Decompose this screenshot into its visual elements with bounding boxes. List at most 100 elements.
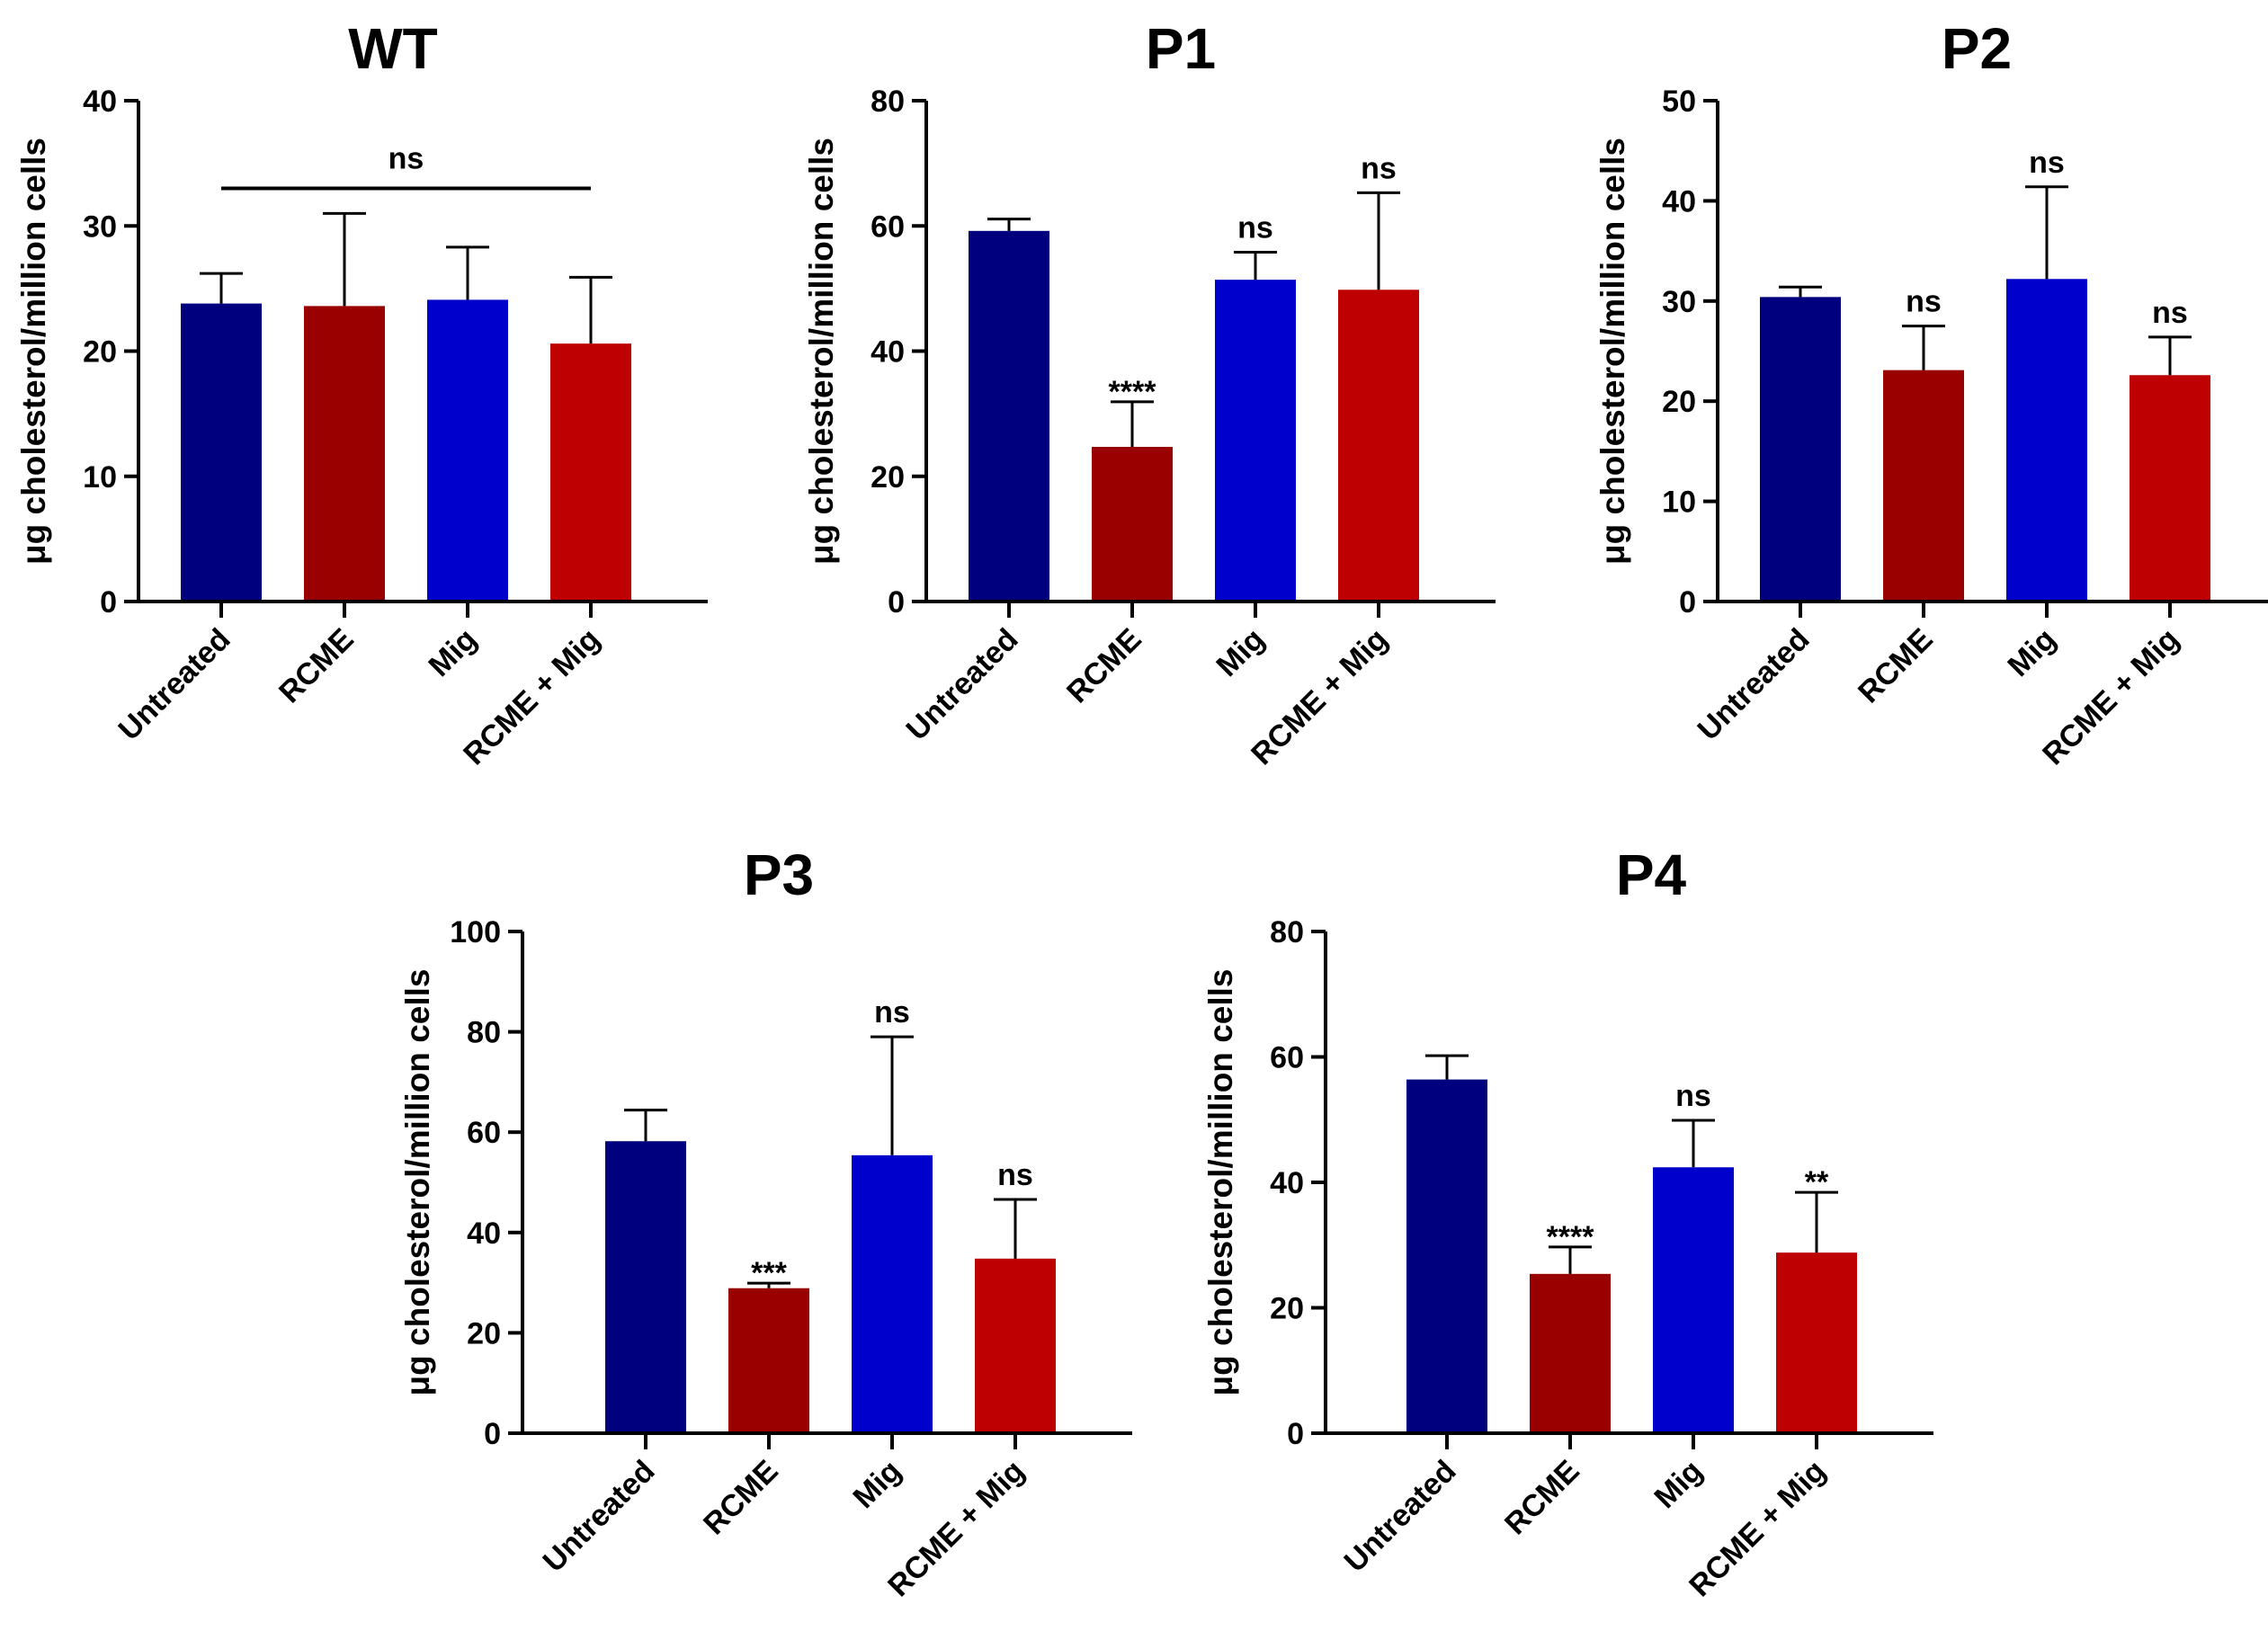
- bar-rcme-mig: [1776, 1252, 1857, 1433]
- significance-label: ****: [1109, 375, 1157, 409]
- error-bar-rcme-mig: [994, 1198, 1037, 1259]
- y-tick-label: 0: [100, 585, 117, 619]
- x-category-label-untreated: Untreated: [537, 1454, 662, 1579]
- bar-untreated: [1406, 1079, 1487, 1433]
- y-tick-label: 30: [83, 209, 117, 244]
- significance-label: ns: [1675, 1079, 1711, 1113]
- x-category-label-mig: Mig: [422, 622, 483, 683]
- bar-mig: [1215, 280, 1296, 602]
- y-tick-label: 20: [1662, 385, 1696, 419]
- chart-title: WT: [348, 16, 438, 81]
- y-tick-label: 0: [484, 1417, 501, 1451]
- bar-rcme: [1530, 1273, 1611, 1433]
- chart-title: P4: [1616, 842, 1687, 907]
- error-bar-mig: [1234, 250, 1277, 281]
- y-axis-label: μg cholesterol/million cells: [1202, 969, 1239, 1396]
- y-tick-label: 40: [1662, 184, 1696, 218]
- y-tick-label: 10: [83, 460, 117, 495]
- x-category-label-untreated: Untreated: [112, 622, 237, 747]
- panel-p3: P3 μg cholesterol/million cells *** ns ns 0 20…: [399, 842, 1132, 1603]
- error-bar-mig: [2025, 185, 2068, 280]
- significance-label: ***: [751, 1256, 787, 1290]
- panel-p4: P4 μg cholesterol/million cells **** ns ** 0 2…: [1202, 842, 1933, 1603]
- significance-label: ns: [2029, 146, 2065, 180]
- bar-mig: [1653, 1167, 1734, 1433]
- y-tick-label: 0: [1679, 585, 1696, 619]
- y-axis-label: μg cholesterol/million cells: [1594, 138, 1631, 565]
- y-tick-label: 50: [1662, 85, 1696, 119]
- y-tick-label: 100: [450, 915, 501, 949]
- error-bar-untreated: [1779, 285, 1822, 298]
- error-bar-rcme: [1902, 325, 1945, 370]
- significance-label: ns: [2152, 296, 2188, 330]
- bar-untreated: [969, 230, 1049, 602]
- error-bar-rcme: [323, 211, 366, 307]
- y-axis-label: μg cholesterol/million cells: [15, 138, 52, 565]
- x-category-label-untreated: Untreated: [900, 622, 1025, 747]
- x-category-label-rcme: RCME: [1498, 1454, 1586, 1542]
- x-category-label-untreated: Untreated: [1692, 622, 1817, 747]
- bracket-label: ns: [388, 141, 424, 175]
- chart-title: P2: [1942, 16, 2012, 81]
- bar-mig: [2006, 279, 2087, 602]
- error-bar-untreated: [624, 1109, 667, 1142]
- y-tick-label: 80: [871, 85, 905, 119]
- y-tick-label: 80: [1270, 915, 1304, 949]
- bar-rcme: [304, 306, 385, 602]
- error-bar-rcme-mig: [1357, 191, 1400, 290]
- x-category-label-rcme: RCME: [1060, 622, 1148, 710]
- y-tick-label: 20: [467, 1316, 501, 1350]
- significance-label: ns: [874, 995, 910, 1029]
- x-category-label-mig: Mig: [1210, 622, 1271, 683]
- bar-rcme-mig: [2130, 375, 2210, 602]
- significance-label: ns: [1361, 151, 1397, 185]
- x-category-label-mig: Mig: [2001, 622, 2062, 683]
- bar-mig: [852, 1154, 933, 1433]
- error-bar-untreated: [200, 272, 243, 304]
- panel-p1: P1 μg cholesterol/million cells **** ns ns 0 2…: [803, 16, 1496, 771]
- bar-rcme-mig: [1338, 290, 1419, 602]
- bar-rcme-mig: [550, 343, 631, 602]
- y-tick-label: 0: [888, 585, 905, 619]
- y-tick-label: 80: [467, 1016, 501, 1050]
- error-bar-mig: [871, 1035, 914, 1155]
- bar-rcme: [1092, 447, 1173, 602]
- y-tick-label: 0: [1287, 1417, 1304, 1451]
- chart-title: P3: [744, 842, 814, 907]
- error-bar-rcme: [1549, 1245, 1592, 1274]
- x-category-label-rcme: RCME: [697, 1454, 785, 1542]
- y-tick-label: 10: [1662, 486, 1696, 520]
- y-tick-label: 40: [1270, 1166, 1304, 1200]
- bar-rcme-mig: [975, 1258, 1056, 1433]
- x-category-label-mig: Mig: [846, 1454, 907, 1515]
- error-bar-rcme: [1111, 400, 1154, 448]
- x-category-label-rcme: RCME: [272, 622, 361, 710]
- panel-wt: WT μg cholesterol/million cells ns 0 10 20 30 4…: [15, 16, 708, 771]
- bar-untreated: [605, 1141, 686, 1433]
- bar-untreated: [181, 303, 262, 602]
- error-bar-untreated: [987, 218, 1031, 231]
- error-bar-rcme-mig: [569, 275, 612, 344]
- significance-label: ns: [997, 1158, 1033, 1192]
- y-tick-label: 40: [83, 85, 117, 119]
- significance-label: ns: [1906, 285, 1942, 319]
- bar-untreated: [1760, 297, 1841, 602]
- error-bar-rcme: [747, 1281, 790, 1288]
- y-axis-label: μg cholesterol/million cells: [803, 138, 840, 565]
- y-tick-label: 20: [871, 460, 905, 495]
- y-tick-label: 60: [467, 1116, 501, 1150]
- bar-rcme: [1883, 370, 1964, 602]
- y-tick-label: 40: [871, 335, 905, 370]
- error-bar-mig: [446, 245, 489, 300]
- significance-label: ****: [1547, 1220, 1595, 1254]
- bar-rcme: [728, 1288, 809, 1433]
- significance-label: ns: [1237, 210, 1273, 245]
- bar-mig: [427, 299, 508, 602]
- error-bar-rcme-mig: [1795, 1190, 1838, 1253]
- x-category-label-rcme: RCME: [1852, 622, 1940, 710]
- y-tick-label: 30: [1662, 285, 1696, 319]
- y-tick-label: 40: [467, 1217, 501, 1251]
- y-tick-label: 20: [1270, 1292, 1304, 1326]
- error-bar-untreated: [1425, 1054, 1469, 1080]
